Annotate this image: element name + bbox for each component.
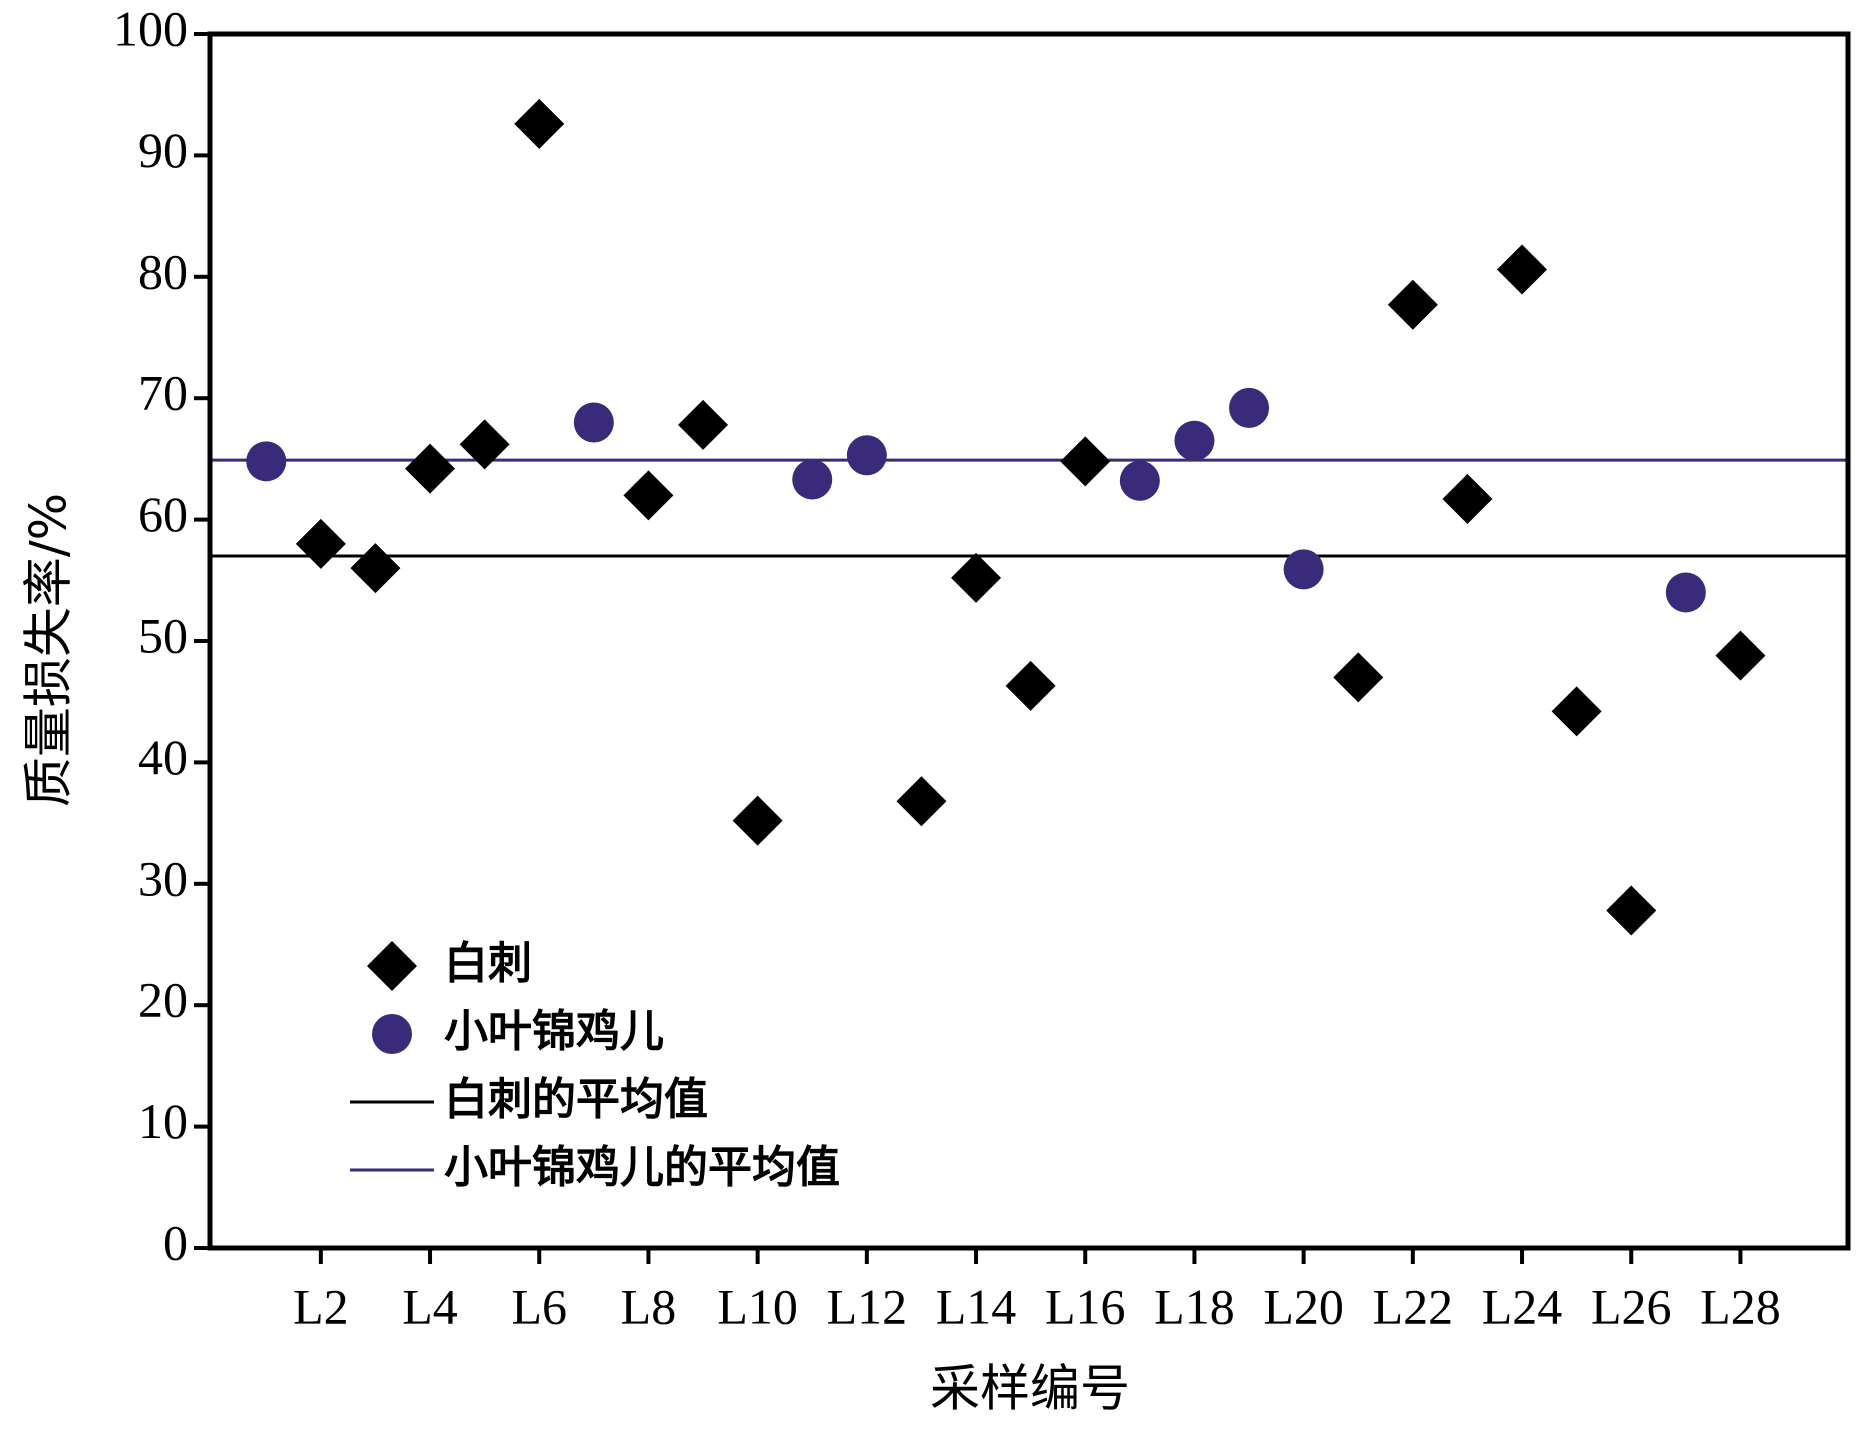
y-tick-label: 100 [113, 0, 188, 56]
circle-point [573, 402, 614, 443]
diamond-point [367, 941, 417, 991]
diamond-point [514, 98, 565, 149]
diamond-point [951, 552, 1002, 603]
diamond-point [1551, 686, 1602, 737]
y-tick-label: 40 [138, 729, 188, 785]
circle-point [1174, 420, 1215, 461]
y-tick-label: 60 [138, 486, 188, 542]
y-tick-label: 50 [138, 607, 188, 663]
circle-point [1229, 387, 1270, 428]
diamond-point [295, 518, 346, 569]
diamond-point [1060, 436, 1111, 487]
diamond-point [1333, 652, 1384, 703]
circle-point [246, 441, 287, 482]
x-tick-label: L18 [1154, 1278, 1235, 1334]
diamond-point [896, 776, 947, 827]
legend-label: 小叶锦鸡儿 [444, 1006, 664, 1057]
diamond-point [678, 399, 729, 450]
y-tick-label: 0 [163, 1214, 188, 1270]
x-tick-label: L26 [1591, 1278, 1672, 1334]
x-tick-label: L24 [1482, 1278, 1563, 1334]
diamond-point [1497, 244, 1548, 295]
plot-frame [207, 31, 1851, 1251]
circle-point [372, 1014, 412, 1054]
x-tick-label: L14 [936, 1278, 1017, 1334]
diamond-point [623, 470, 674, 521]
legend-label: 白刺 [444, 938, 532, 989]
diamond-point [459, 419, 510, 470]
diamond-point [1442, 473, 1493, 524]
y-tick-label: 90 [138, 122, 188, 178]
x-tick-label: L22 [1373, 1278, 1454, 1334]
y-tick-label: 70 [138, 365, 188, 421]
diamond-point [350, 543, 401, 594]
x-tick-label: L8 [621, 1278, 677, 1334]
x-tick-label: L16 [1045, 1278, 1126, 1334]
diamond-point [1606, 885, 1657, 936]
y-tick-label: 10 [138, 1093, 188, 1149]
legend-label: 小叶锦鸡儿的平均值 [444, 1142, 840, 1193]
y-tick-label: 30 [138, 850, 188, 906]
x-tick-label: L12 [827, 1278, 908, 1334]
circle-point [1665, 572, 1706, 613]
diamond-point [1387, 279, 1438, 330]
diamond-point [1005, 660, 1056, 711]
y-tick-label: 80 [138, 243, 188, 299]
x-axis-label: 采样编号 [930, 1360, 1130, 1418]
x-tick-label: L4 [402, 1278, 458, 1334]
x-tick-label: L10 [717, 1278, 798, 1334]
legend-label: 白刺的平均值 [444, 1074, 708, 1125]
diamond-point [732, 795, 783, 846]
x-tick-label: L20 [1263, 1278, 1344, 1334]
x-tick-label: L6 [511, 1278, 567, 1334]
y-axis-label: 质量损失率/% [20, 493, 78, 807]
circle-point [846, 435, 887, 476]
x-tick-label: L2 [293, 1278, 349, 1334]
diamond-point [405, 443, 456, 494]
circle-point [1119, 460, 1160, 501]
circle-point [1283, 549, 1324, 590]
x-tick-label: L28 [1700, 1278, 1781, 1334]
circle-point [792, 459, 833, 500]
y-tick-label: 20 [138, 972, 188, 1028]
diamond-point [1715, 630, 1766, 681]
